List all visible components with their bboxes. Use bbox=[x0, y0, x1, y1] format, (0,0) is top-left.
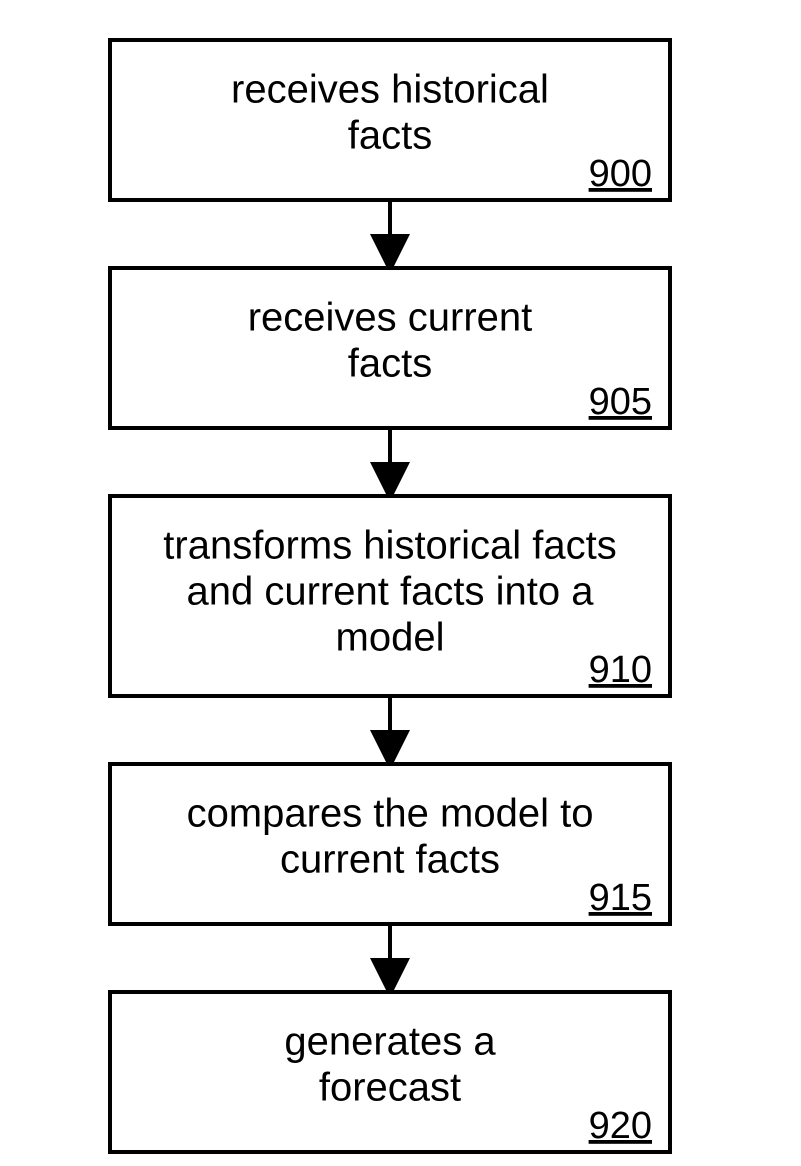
flow-node-920: generates aforecast 920 bbox=[110, 992, 670, 1152]
flow-node-label: facts bbox=[348, 114, 432, 158]
flowchart-canvas: receives historicalfacts900receives curr… bbox=[0, 0, 801, 1166]
flow-node-915: compares the model tocurrent facts 915 bbox=[110, 764, 670, 924]
flow-node-label: receives historical bbox=[231, 68, 549, 112]
flow-node-ref: 905 bbox=[589, 381, 652, 423]
flow-node-label: transforms historical facts bbox=[163, 524, 616, 568]
flow-node-ref: 900 bbox=[589, 153, 652, 195]
flow-node-label: model bbox=[336, 616, 445, 660]
flow-node-label: facts bbox=[348, 342, 432, 386]
flow-node-label: and current facts into a bbox=[187, 570, 595, 614]
flow-node-910: transforms historical factsand current f… bbox=[110, 496, 670, 696]
flow-node-label: generates a bbox=[284, 1020, 496, 1064]
flow-node-ref: 920 bbox=[589, 1105, 652, 1147]
flow-node-ref: 915 bbox=[589, 877, 652, 919]
flow-node-label: compares the model to bbox=[187, 792, 594, 836]
flow-node-label: receives current bbox=[248, 296, 533, 340]
flow-node-905: receives currentfacts 905 bbox=[110, 268, 670, 428]
flow-node-900: receives historicalfacts 900 bbox=[110, 40, 670, 200]
flow-node-label: current facts bbox=[280, 838, 500, 882]
flow-node-ref: 910 bbox=[589, 649, 652, 691]
flow-node-label: forecast bbox=[319, 1066, 461, 1110]
